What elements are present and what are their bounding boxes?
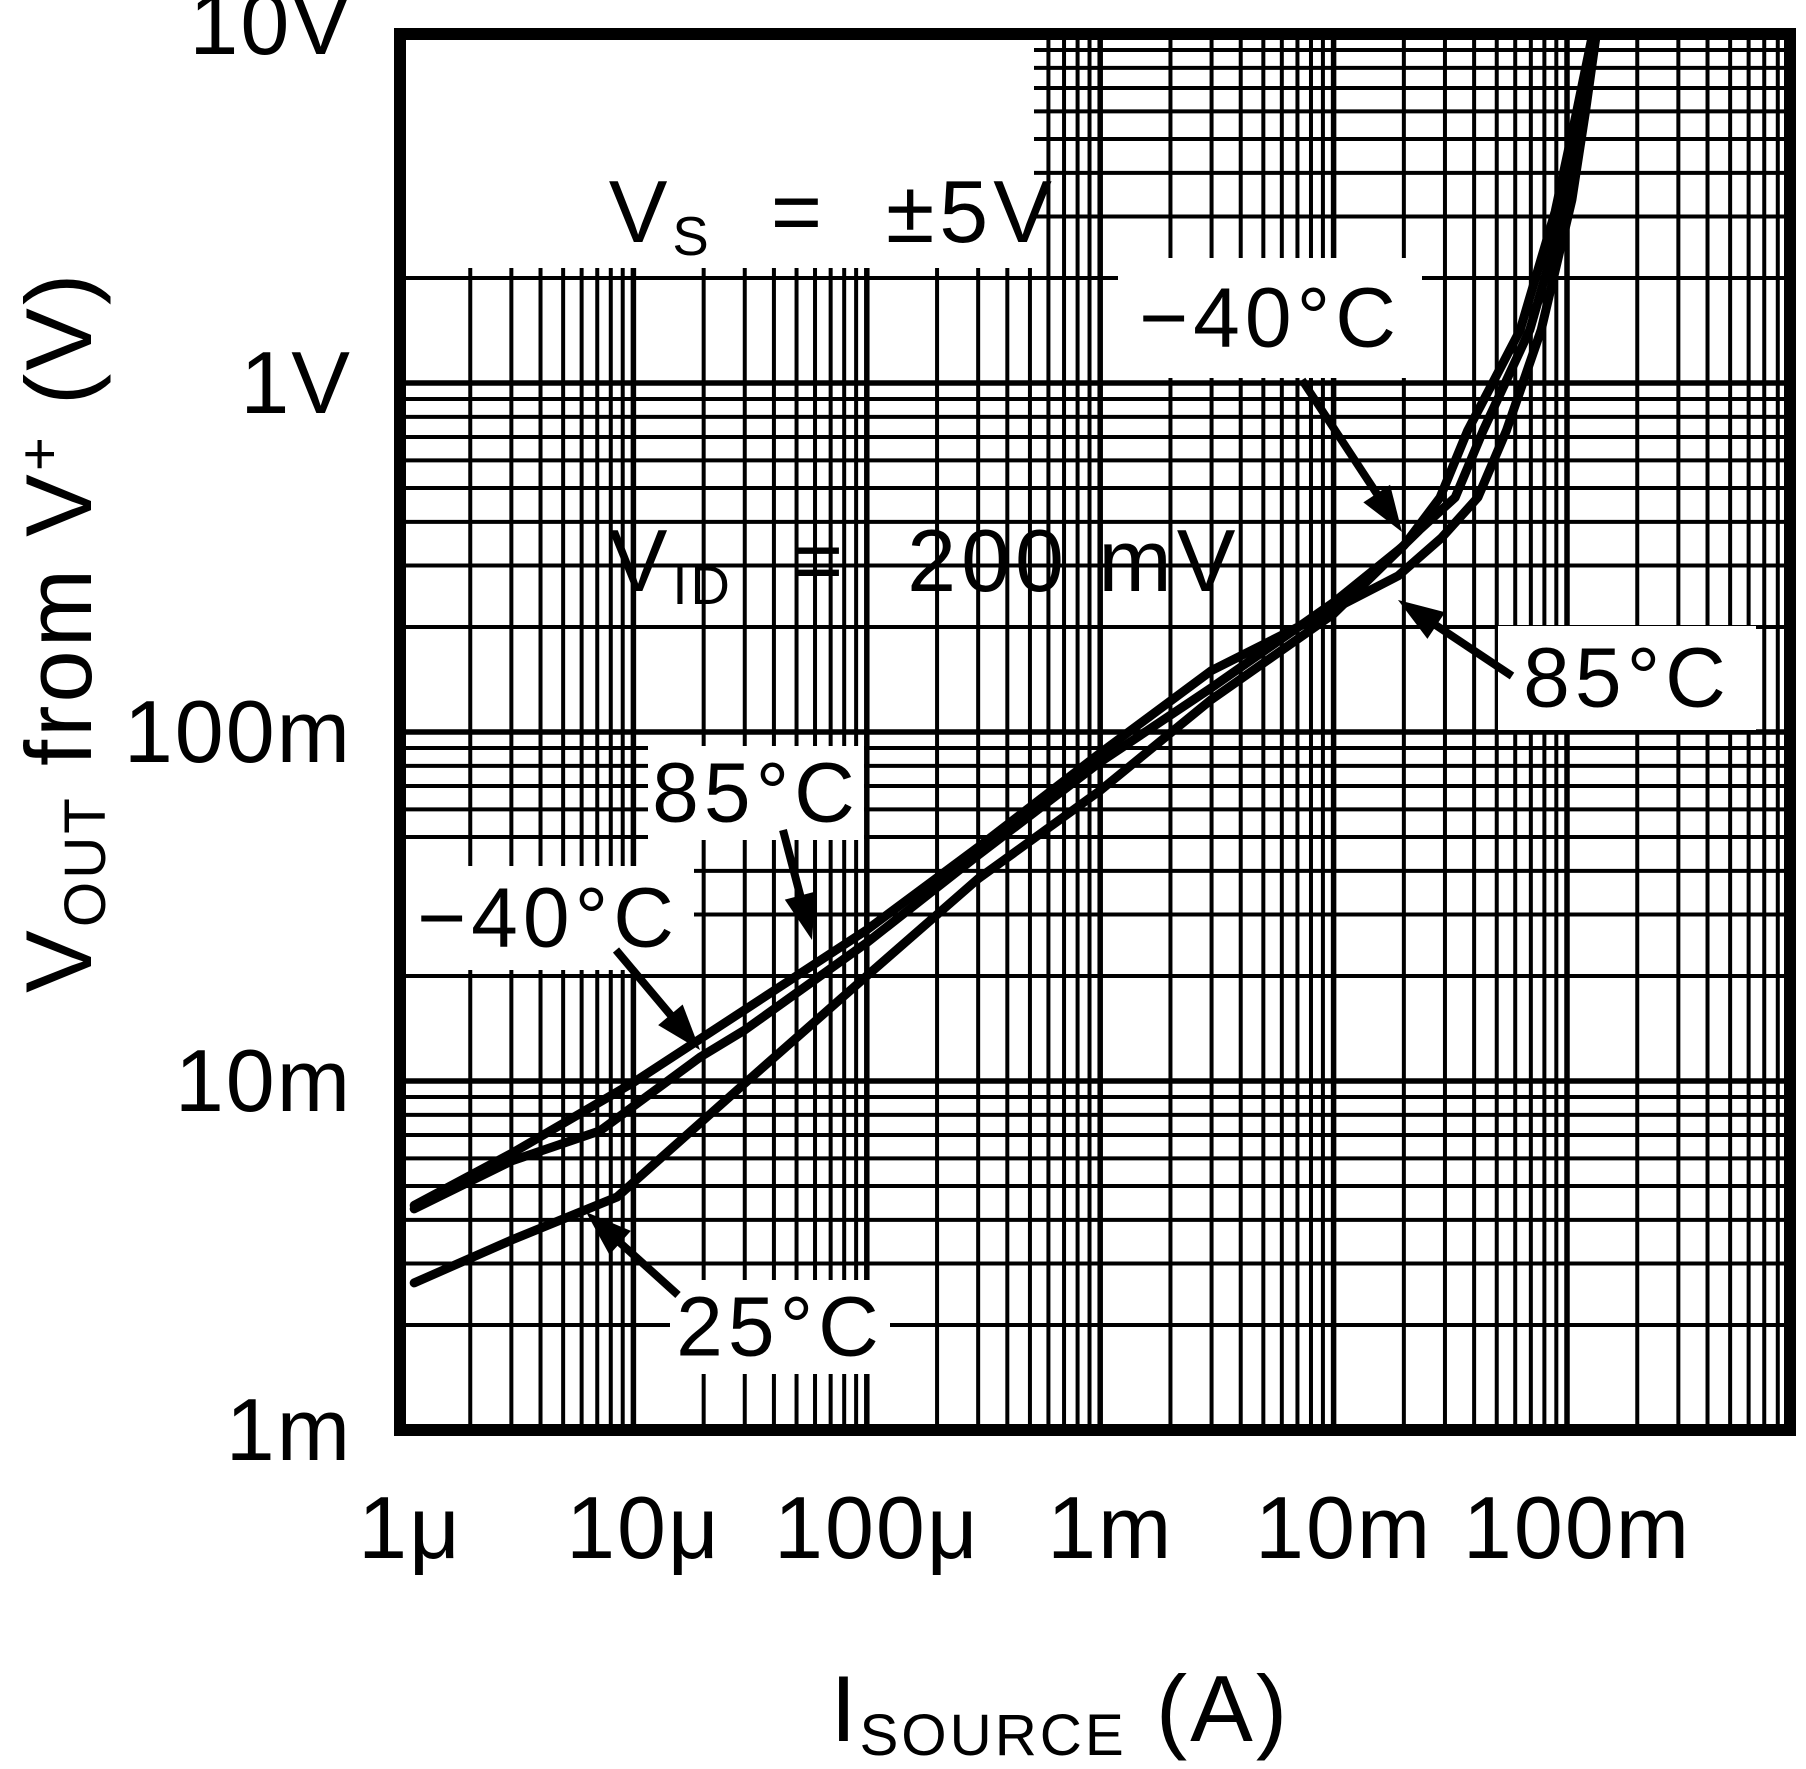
callout-box-2 [648, 746, 864, 840]
curve-25c [409, 32, 1599, 1288]
callout-arrowhead-3 [658, 1004, 700, 1050]
curve-40c [409, 32, 1597, 1214]
x-tick-label: 10m [1255, 1478, 1433, 1577]
curve-label-85c-middle: 85°C [652, 745, 860, 840]
curves-layer [409, 32, 1601, 1288]
callout-box-4 [670, 1280, 890, 1374]
callout-arrowhead-0 [1363, 484, 1402, 532]
callout-box-3 [402, 866, 694, 970]
x-tick-label: 1μ [358, 1478, 462, 1577]
callout-arrow-shaft-2 [779, 828, 806, 903]
curve-label-minus40c-upper: −40°C [1139, 270, 1401, 365]
cond1-symbol: V [608, 162, 673, 261]
curve-85c [409, 32, 1601, 1210]
x-tick-label: 100μ [774, 1478, 980, 1577]
x-title-units: (A) [1126, 1656, 1291, 1762]
callout-box-1 [1498, 626, 1756, 730]
y-tick-label: 1m [225, 1380, 352, 1479]
callout-arrow-shaft-0 [1298, 377, 1384, 501]
conditions-annotation: VS = ±5V VID = 200 mV [432, 50, 1240, 748]
callout-arrows [586, 377, 1515, 1298]
x-title-main: I [830, 1656, 860, 1762]
curve-label-25c: 25°C [676, 1279, 884, 1374]
x-tick-label: 100m [1462, 1478, 1692, 1577]
cond2-symbol: V [608, 511, 673, 611]
x-tick-label: 1m [1047, 1478, 1174, 1577]
conditions-box [406, 40, 1034, 268]
callout-arrowhead-2 [784, 891, 816, 940]
callout-arrow-shaft-1 [1429, 618, 1515, 680]
cond1-value: = ±5V [711, 162, 1057, 261]
x-title-subscript: SOURCE [859, 1702, 1127, 1768]
cond2-value: = 200 mV [732, 511, 1241, 611]
x-axis-title: ISOURCE (A) [714, 1547, 1290, 1769]
callout-arrow-shaft-3 [612, 947, 678, 1022]
callout-arrowhead-1 [1398, 600, 1446, 639]
y-title-superscript: + [6, 434, 72, 472]
y-title-subscript: OUT [52, 795, 118, 928]
y-title-mid: from V [6, 471, 112, 796]
cond1-subscript: S [672, 206, 712, 268]
y-title-main: V [6, 927, 112, 993]
label-mask-boxes [402, 40, 1756, 1374]
curve-label-minus40c-left: −40°C [417, 870, 679, 965]
y-tick-label: 10V [189, 0, 352, 73]
y-tick-label: 10m [174, 1031, 352, 1130]
x-tick-label: 10μ [566, 1478, 721, 1577]
y-title-units: (V) [6, 270, 112, 435]
plot-frame [394, 28, 1796, 1436]
curve-label-85c-right: 85°C [1523, 630, 1731, 725]
cond2-subscript: ID [672, 555, 733, 617]
callout-arrow-shaft-4 [613, 1235, 681, 1298]
y-tick-label: 1V [240, 333, 352, 432]
y-tick-label: 100m [123, 682, 352, 781]
callout-box-0 [1118, 258, 1422, 378]
input-differential-condition: VID = 200 mV [432, 399, 1240, 748]
supply-voltage-condition: VS = ±5V [432, 50, 1240, 399]
callout-arrowhead-4 [586, 1212, 631, 1255]
